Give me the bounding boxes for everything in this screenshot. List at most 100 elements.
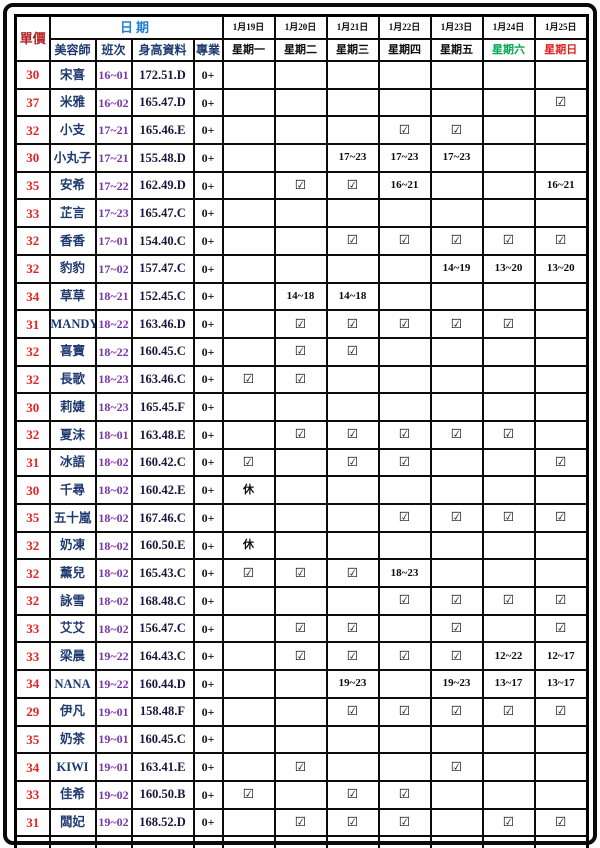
checked-checkbox-icon: ☑ bbox=[555, 592, 567, 608]
day-cell bbox=[273, 586, 328, 616]
day-cell bbox=[533, 475, 589, 505]
day-cell bbox=[221, 752, 276, 782]
day-cell bbox=[377, 336, 432, 367]
pro-cell: 0+ bbox=[192, 475, 224, 505]
empty-cell bbox=[48, 835, 97, 848]
sub-column-header-1: 班次 bbox=[94, 38, 133, 62]
date-group-header: 日期 bbox=[48, 14, 224, 40]
day-cell bbox=[377, 198, 432, 229]
day-cell bbox=[273, 475, 328, 505]
day-cell: ☑ bbox=[377, 807, 432, 838]
day-cell bbox=[429, 558, 484, 589]
day-cell bbox=[377, 724, 432, 755]
day-cell bbox=[221, 87, 276, 118]
day-cell bbox=[221, 253, 276, 284]
day-cell bbox=[533, 779, 589, 810]
day-cell: 13~20 bbox=[481, 253, 536, 284]
table-row: 32 香香 17~01 154.40.C 0+ ☑ ☑ ☑ ☑ ☑ bbox=[14, 226, 589, 256]
day-cell bbox=[273, 392, 328, 422]
name-cell: 詠雪 bbox=[48, 586, 97, 616]
checked-checkbox-icon: ☑ bbox=[398, 121, 411, 137]
price-cell: 32 bbox=[14, 336, 51, 367]
name-cell: 伊凡 bbox=[48, 696, 97, 727]
day-cell: 17~23 bbox=[325, 143, 380, 173]
day-cell: ☑ bbox=[481, 807, 536, 838]
checked-checkbox-icon: ☑ bbox=[398, 509, 411, 525]
info-cell: 168.52.D bbox=[130, 807, 195, 838]
info-cell: 160.50.E bbox=[130, 530, 195, 561]
day-cell bbox=[533, 60, 589, 90]
weekday-header: 星期四 bbox=[377, 38, 432, 62]
pro-cell: 0+ bbox=[192, 752, 224, 782]
day-cell bbox=[481, 60, 536, 90]
day-cell bbox=[377, 475, 432, 505]
checked-checkbox-icon: ☑ bbox=[555, 509, 567, 525]
shift-cell: 17~01 bbox=[94, 226, 133, 256]
table-row: 35 安希 17~22 162.49.D 0+ ☑ ☑ 16~21 16~21 bbox=[14, 170, 589, 201]
price-cell: 32 bbox=[14, 364, 51, 395]
day-cell bbox=[481, 143, 536, 173]
checked-checkbox-icon: ☑ bbox=[242, 786, 255, 802]
checked-checkbox-icon: ☑ bbox=[502, 232, 515, 248]
day-cell bbox=[481, 198, 536, 229]
shift-cell: 19~01 bbox=[94, 696, 133, 727]
checked-checkbox-icon: ☑ bbox=[294, 315, 307, 331]
day-cell bbox=[481, 724, 536, 755]
info-cell: 160.45.C bbox=[130, 724, 195, 755]
day-cell bbox=[429, 198, 484, 229]
shift-cell: 18~21 bbox=[94, 281, 133, 312]
table-row: 32 詠雪 18~02 168.48.C 0+ ☑ ☑ ☑ ☑ bbox=[14, 586, 589, 616]
empty-cell bbox=[325, 835, 380, 848]
day-cell bbox=[481, 281, 536, 312]
checked-checkbox-icon: ☑ bbox=[450, 315, 463, 331]
day-cell bbox=[325, 60, 380, 90]
empty-cell bbox=[192, 835, 224, 848]
day-cell bbox=[221, 198, 276, 229]
name-cell: 宋喜 bbox=[48, 60, 97, 90]
day-cell bbox=[325, 586, 380, 616]
day-cell bbox=[429, 364, 484, 395]
day-cell bbox=[429, 60, 484, 90]
day-cell bbox=[325, 503, 380, 533]
day-cell bbox=[533, 198, 589, 229]
day-cell: ☑ bbox=[325, 419, 380, 450]
shift-cell: 18~02 bbox=[94, 447, 133, 478]
day-cell: ☑ bbox=[273, 641, 328, 672]
day-cell bbox=[481, 392, 536, 422]
day-cell bbox=[273, 253, 328, 284]
table-row: 34 草草 18~21 152.45.C 0+ 14~18 14~18 bbox=[14, 281, 589, 312]
day-cell: ☑ bbox=[429, 226, 484, 256]
day-cell: ☑ bbox=[377, 115, 432, 146]
day-cell: ☑ bbox=[273, 613, 328, 644]
pro-cell: 0+ bbox=[192, 60, 224, 90]
checked-checkbox-icon: ☑ bbox=[502, 813, 515, 829]
day-cell bbox=[221, 115, 276, 146]
pro-cell: 0+ bbox=[192, 87, 224, 118]
weekday-header: 星期二 bbox=[273, 38, 328, 62]
table-row: 31 冰語 18~02 160.42.C 0+ ☑ ☑ ☑ ☑ bbox=[14, 447, 589, 478]
checked-checkbox-icon: ☑ bbox=[555, 703, 567, 719]
day-cell bbox=[429, 392, 484, 422]
checked-checkbox-icon: ☑ bbox=[555, 232, 567, 248]
checked-checkbox-icon: ☑ bbox=[555, 94, 567, 110]
day-cell: 14~18 bbox=[325, 281, 380, 312]
day-cell: ☑ bbox=[377, 503, 432, 533]
day-cell: 12~22 bbox=[481, 641, 536, 672]
day-cell: ☑ bbox=[325, 696, 380, 727]
checked-checkbox-icon: ☑ bbox=[398, 703, 411, 719]
pro-cell: 0+ bbox=[192, 641, 224, 672]
checked-checkbox-icon: ☑ bbox=[294, 758, 307, 774]
price-cell: 32 bbox=[14, 115, 51, 146]
name-cell: MANDY bbox=[48, 309, 97, 339]
day-cell bbox=[377, 752, 432, 782]
day-cell: ☑ bbox=[221, 447, 276, 478]
shift-cell: 16~01 bbox=[94, 60, 133, 90]
empty-cell bbox=[481, 835, 536, 848]
price-cell: 30 bbox=[14, 143, 51, 173]
table-row: 30 小丸子 17~21 155.48.D 0+ 17~23 17~23 17~23 bbox=[14, 143, 589, 173]
pro-cell: 0+ bbox=[192, 281, 224, 312]
day-date-header: 1月20日 bbox=[273, 14, 328, 40]
day-cell bbox=[273, 143, 328, 173]
shift-cell: 17~21 bbox=[94, 115, 133, 146]
price-cell: 31 bbox=[14, 309, 51, 339]
